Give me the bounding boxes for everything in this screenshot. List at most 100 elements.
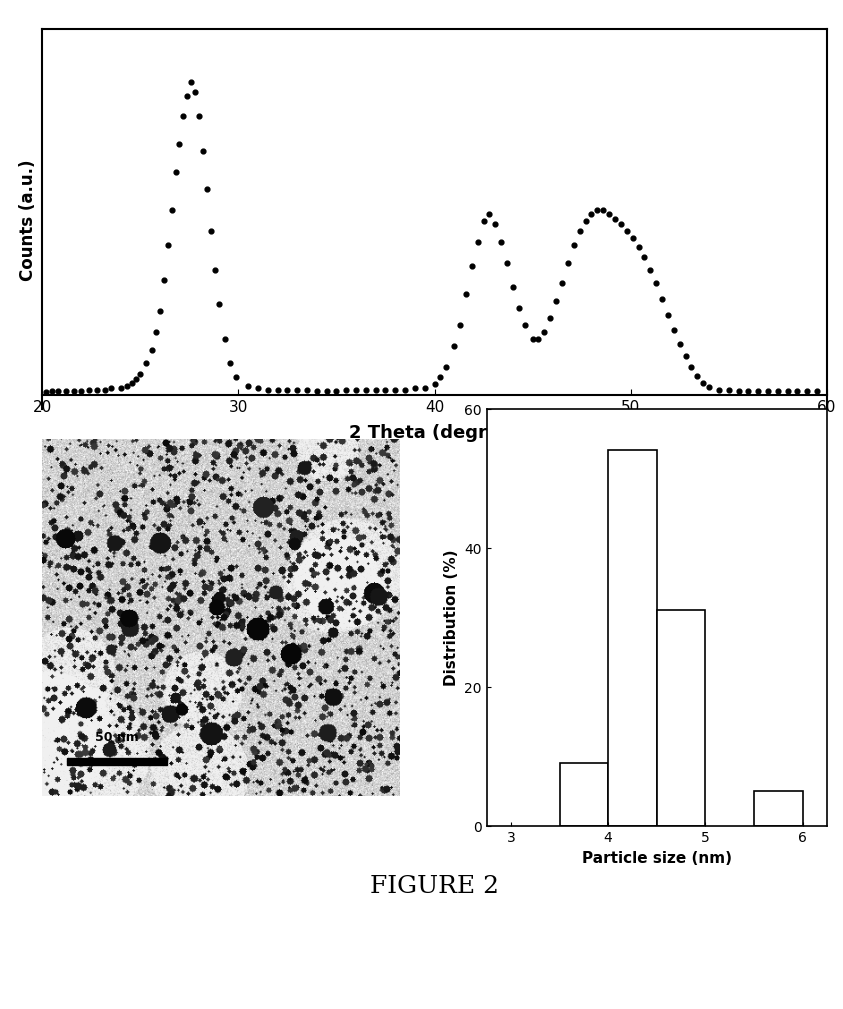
Point (59, 383, 72, 400)
Point (130, 371, 143, 387)
Point (217, 332, 231, 348)
Point (398, 382, 411, 399)
Point (696, 375, 710, 391)
Point (164, 203, 178, 219)
Point (476, 213, 490, 229)
Point (620, 224, 633, 240)
Point (711, 382, 725, 399)
Point (251, 381, 265, 398)
Point (427, 376, 441, 393)
Point (626, 231, 639, 247)
Point (349, 382, 362, 399)
Point (673, 337, 686, 353)
Point (751, 383, 765, 400)
Point (157, 272, 170, 289)
Point (809, 383, 823, 400)
Y-axis label: Distribution (%): Distribution (%) (443, 549, 459, 686)
Point (741, 383, 754, 400)
Bar (559, 764, 608, 826)
Point (153, 304, 167, 320)
Y-axis label: Counts (a.u.): Counts (a.u.) (19, 159, 36, 281)
Point (667, 323, 680, 339)
Point (67, 383, 80, 400)
Point (602, 207, 615, 223)
Point (161, 238, 175, 254)
Point (271, 382, 284, 399)
Point (330, 383, 343, 400)
Point (800, 383, 813, 400)
Point (300, 382, 314, 399)
Point (447, 338, 460, 354)
Point (685, 359, 698, 375)
Point (655, 292, 668, 308)
Point (192, 109, 206, 125)
X-axis label: Particle size (nm): Particle size (nm) (581, 851, 731, 866)
Bar (754, 791, 802, 826)
Point (482, 207, 496, 223)
Point (549, 294, 562, 310)
Point (701, 379, 715, 396)
Point (561, 255, 574, 271)
Point (319, 383, 333, 400)
Point (104, 381, 117, 398)
Point (114, 380, 127, 397)
Point (722, 382, 735, 399)
Point (196, 144, 210, 160)
Point (40, 384, 53, 401)
Point (368, 382, 382, 399)
Point (555, 275, 568, 292)
Point (470, 234, 484, 250)
Point (543, 311, 556, 327)
Point (46, 383, 59, 400)
Point (149, 325, 163, 341)
Point (781, 383, 794, 400)
Point (760, 383, 774, 400)
Bar (656, 610, 705, 826)
Point (790, 383, 803, 400)
Point (126, 375, 139, 391)
Point (679, 349, 692, 365)
Point (185, 75, 198, 91)
Point (649, 275, 663, 292)
Point (173, 137, 186, 153)
Point (690, 368, 704, 384)
Point (208, 262, 222, 278)
Point (51, 383, 65, 400)
Point (241, 378, 255, 395)
Point (525, 332, 539, 348)
Point (204, 224, 217, 240)
Point (188, 85, 201, 101)
Point (379, 382, 392, 399)
Point (169, 164, 182, 181)
Point (310, 383, 324, 400)
Point (643, 262, 657, 278)
Point (453, 318, 466, 334)
Point (608, 212, 621, 228)
Point (229, 370, 243, 386)
Point (408, 381, 422, 398)
Point (506, 279, 519, 296)
Point (494, 234, 507, 250)
Point (661, 307, 674, 323)
Point (90, 382, 104, 399)
Point (417, 380, 431, 397)
Point (531, 332, 545, 348)
Point (464, 258, 478, 274)
Bar (67, 758, 167, 766)
Point (433, 370, 447, 386)
Point (98, 382, 111, 399)
Point (139, 356, 153, 372)
Point (223, 356, 237, 372)
Point (584, 207, 598, 223)
Point (212, 297, 225, 313)
Point (572, 224, 586, 240)
Point (637, 250, 651, 266)
Point (614, 217, 627, 233)
Point (459, 287, 472, 303)
Point (281, 382, 294, 399)
X-axis label: 2 Theta (degree): 2 Theta (degree) (349, 424, 519, 441)
Point (133, 366, 147, 382)
Point (389, 382, 402, 399)
Point (590, 203, 604, 219)
Point (566, 238, 580, 254)
